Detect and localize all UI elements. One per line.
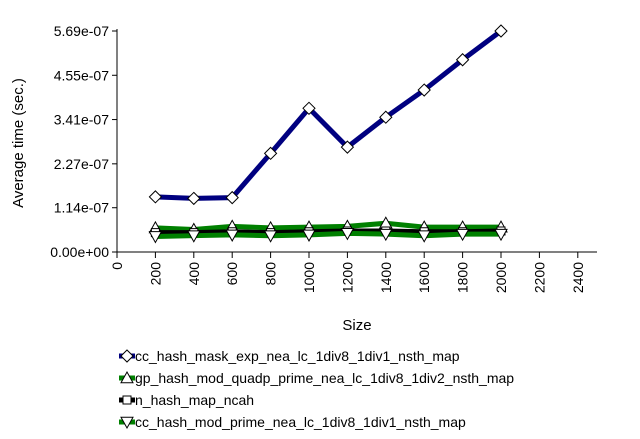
x-tick-label: 1000 bbox=[301, 262, 317, 293]
data-point bbox=[148, 190, 163, 204]
legend-label: cc_hash_mask_exp_nea_lc_1div8_1div1_nsth… bbox=[135, 348, 460, 364]
data-point bbox=[225, 229, 240, 242]
x-tick-label: 0 bbox=[109, 262, 125, 270]
series-line bbox=[155, 28, 503, 201]
series-4 bbox=[148, 228, 508, 244]
data-point bbox=[455, 228, 470, 242]
y-tick-label: 5.69e-07 bbox=[54, 23, 109, 39]
legend-label: gp_hash_mod_quadp_prime_nea_lc_1div8_1di… bbox=[135, 370, 514, 386]
legend-marker bbox=[120, 370, 134, 384]
x-axis-title: Size bbox=[342, 317, 371, 334]
x-tick-label: 1200 bbox=[339, 262, 355, 293]
data-point bbox=[148, 231, 163, 244]
series-layer bbox=[148, 24, 508, 244]
y-tick-label: 1.14e-07 bbox=[54, 200, 109, 216]
legend-marker bbox=[120, 349, 134, 363]
data-point bbox=[417, 83, 431, 97]
y-tick-label: 2.27e-07 bbox=[54, 156, 109, 172]
x-tick-label: 400 bbox=[186, 262, 202, 286]
data-point bbox=[302, 229, 316, 242]
data-point bbox=[455, 53, 470, 67]
data-point bbox=[186, 230, 201, 243]
legend-marker bbox=[120, 416, 134, 430]
legend-label: cc_hash_mod_prime_nea_lc_1div8_1div1_nst… bbox=[135, 414, 466, 430]
data-point bbox=[379, 110, 393, 124]
data-point bbox=[417, 230, 432, 243]
data-point bbox=[302, 101, 316, 115]
legend: cc_hash_mask_exp_nea_lc_1div8_1div1_nsth… bbox=[119, 348, 514, 430]
data-point bbox=[263, 230, 278, 243]
series-line bbox=[155, 220, 501, 232]
x-tick-label: 600 bbox=[224, 262, 240, 286]
x-tick-label: 200 bbox=[147, 262, 163, 286]
legend-marker bbox=[122, 395, 132, 405]
x-tick-label: 1400 bbox=[378, 262, 394, 293]
x-tick-label: 1800 bbox=[455, 262, 471, 293]
y-tick-label: 4.55e-07 bbox=[54, 67, 109, 83]
x-tick-label: 2200 bbox=[531, 262, 547, 293]
data-point bbox=[225, 190, 239, 205]
data-point bbox=[378, 228, 393, 242]
x-tick-label: 1600 bbox=[416, 262, 432, 293]
data-point bbox=[340, 228, 355, 241]
series-1 bbox=[148, 24, 508, 206]
x-tick-label: 2400 bbox=[570, 262, 586, 293]
data-point bbox=[494, 228, 508, 242]
series-line bbox=[155, 230, 501, 239]
data-point bbox=[187, 191, 201, 206]
x-tick-label: 800 bbox=[263, 262, 279, 286]
y-tick-label: 3.41e-07 bbox=[54, 112, 109, 128]
x-tick-label: 2000 bbox=[493, 262, 509, 293]
legend-label: n_hash_map_ncah bbox=[135, 392, 254, 408]
axes: 0.00e+00 1.14e-07 2.27e-07 3.41e-07 4.55e-07… bbox=[50, 23, 597, 293]
y-tick-label: 0.00e+00 bbox=[50, 244, 109, 260]
data-point bbox=[494, 24, 508, 38]
data-point bbox=[340, 140, 355, 154]
y-axis-title: Average time (sec.) bbox=[10, 78, 27, 208]
data-point bbox=[263, 146, 278, 161]
series-line bbox=[155, 228, 502, 236]
